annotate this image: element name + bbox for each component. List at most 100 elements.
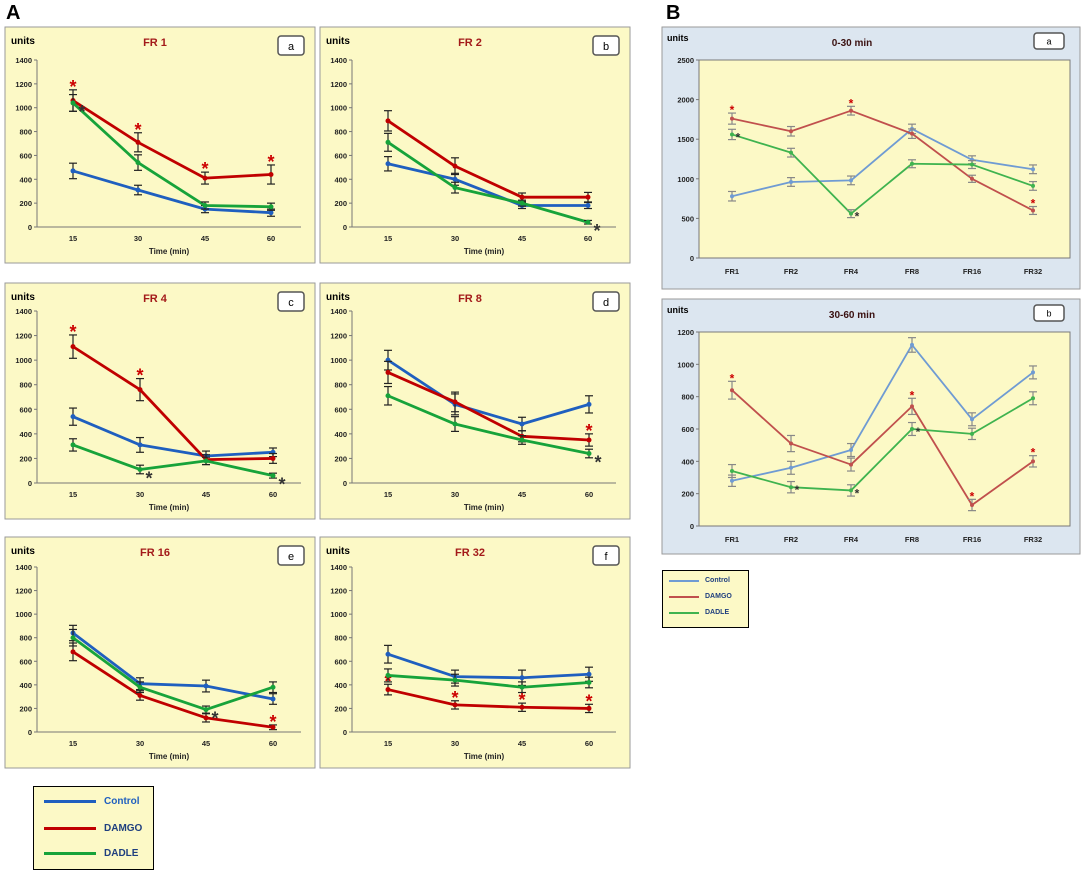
x-tick-label-e: 45: [202, 739, 210, 748]
x-tick-label-Ba: FR16: [963, 267, 981, 276]
y-tick-label-f: 1200: [330, 587, 347, 596]
data-point-damgo-Ba: [730, 116, 734, 121]
legend-a-swatch-damgo: [44, 827, 96, 830]
y-tick-label-b: 800: [334, 128, 347, 137]
x-tick-label-a: 15: [69, 234, 77, 243]
x-tick-label-Ba: FR4: [844, 267, 859, 276]
y-tick-label-Bb: 600: [681, 425, 694, 434]
significance-star-dadle-e: *: [211, 709, 218, 729]
data-point-control-e: [270, 696, 276, 702]
data-point-damgo-d: [385, 369, 391, 375]
y-tick-label-d: 1400: [330, 307, 347, 316]
y-tick-label-a: 1200: [15, 80, 32, 89]
panel-tag-box-e: [277, 545, 305, 566]
legend-b-label-dadle: DADLE: [705, 609, 730, 616]
y-tick-label-c: 1000: [15, 356, 32, 365]
panel-tag-d: d: [603, 297, 609, 309]
y-tick-label-c: 0: [28, 479, 32, 488]
chart-f: 0 200 400 600 800 1000 1200 1400 15 30 45 60 units Ti…: [319, 536, 631, 769]
y-tick-label-a: 0: [28, 223, 32, 232]
series-line-damgo-Bb: [731, 389, 1034, 506]
significance-star-damgo-f: *: [518, 690, 525, 710]
y-tick-label-Ba: 2500: [677, 56, 694, 65]
data-point-dadle-Ba: [1031, 183, 1035, 188]
legend-b-row-damgo: DAMGO: [669, 593, 732, 600]
data-point-dadle-f: [452, 677, 458, 683]
plot-area-c: [37, 311, 301, 483]
data-point-dadle-Bb: [849, 488, 853, 493]
series-line-dadle-Bb: [731, 397, 1034, 492]
data-point-control-Ba: [1031, 167, 1035, 172]
legend-b-swatch-damgo: [669, 595, 699, 598]
section-label-b: B: [666, 2, 681, 24]
significance-star-damgo-c: *: [136, 366, 143, 386]
series-line-dadle-c: [72, 443, 274, 477]
x-tick-label-c: 30: [136, 490, 144, 499]
chart-title-e: FR 16: [140, 547, 170, 559]
data-point-damgo-Bb: [910, 404, 914, 409]
legend-a-swatch-dadle: [44, 852, 96, 855]
x-tick-label-Bb: FR1: [725, 535, 739, 544]
y-axis-title-Ba: units: [667, 33, 689, 43]
y-tick-label-a: 600: [19, 151, 32, 160]
data-point-damgo-b: [452, 163, 458, 169]
data-point-dadle-b: [452, 185, 458, 191]
series-line-damgo-b: [387, 119, 588, 199]
y-tick-label-b: 1000: [330, 104, 347, 113]
x-tick-label-Ba: FR8: [905, 267, 919, 276]
data-point-damgo-c: [137, 387, 143, 393]
data-point-damgo-d: [452, 399, 458, 405]
x-tick-label-Ba: FR1: [725, 267, 739, 276]
y-tick-label-d: 1200: [330, 332, 347, 341]
legend-b: Control DAMGO DADLE: [662, 570, 749, 628]
legend-b-row-dadle: DADLE: [669, 609, 729, 616]
x-axis-title-b: Time (min): [464, 247, 505, 256]
y-tick-label-c: 200: [19, 454, 32, 463]
series-line-control-a: [72, 169, 272, 215]
section-label-a: A: [6, 2, 21, 24]
significance-star-damgo-Ba: *: [849, 96, 854, 110]
y-tick-label-a: 800: [19, 128, 32, 137]
chart-c: 0 200 400 600 800 1000 1200 1400 15 30 45 60 units Ti…: [4, 282, 316, 520]
y-tick-label-b: 200: [334, 199, 347, 208]
legend-b-label-damgo: DAMGO: [705, 593, 732, 600]
x-tick-label-c: 15: [69, 490, 77, 499]
y-tick-label-c: 1400: [15, 307, 32, 316]
panel-tag-box-d: [592, 291, 620, 312]
data-point-damgo-Ba: [1031, 208, 1035, 213]
x-tick-label-e: 15: [69, 739, 77, 748]
data-point-dadle-Ba: [910, 161, 914, 166]
data-point-damgo-a: [202, 175, 208, 181]
legend-b-row-control: Control: [669, 577, 730, 584]
y-tick-label-Bb: 1200: [677, 328, 694, 337]
data-point-dadle-c: [203, 458, 209, 464]
significance-star-damgo-Ba: *: [730, 103, 735, 117]
data-point-damgo-Ba: [849, 108, 853, 113]
series-line-control-Bb: [731, 344, 1034, 482]
significance-star-damgo-f: *: [585, 691, 592, 711]
y-tick-label-b: 400: [334, 175, 347, 184]
plot-area-f: [352, 567, 616, 732]
data-point-dadle-c: [137, 466, 143, 472]
data-point-damgo-Bb: [730, 388, 734, 393]
y-tick-label-d: 1000: [330, 356, 347, 365]
data-point-dadle-e: [203, 707, 209, 713]
data-point-damgo-e: [70, 649, 76, 655]
chart-e: 0 200 400 600 800 1000 1200 1400 15 30 45 60 units Ti…: [4, 536, 316, 769]
legend-a-label-control: Control: [104, 796, 140, 807]
x-tick-label-d: 45: [518, 490, 526, 499]
data-point-damgo-a: [268, 172, 274, 178]
chart-b: 0 200 400 600 800 1000 1200 1400 15 30 45 60 units Ti…: [319, 26, 631, 264]
y-tick-label-Ba: 1500: [677, 135, 694, 144]
significance-star-damgo-Bb: *: [910, 388, 915, 402]
data-point-dadle-a: [135, 160, 141, 166]
x-tick-label-d: 60: [585, 490, 593, 499]
series-line-damgo-a: [72, 99, 272, 180]
chart-title-d: FR 8: [458, 293, 482, 305]
y-axis-title-a: units: [11, 36, 35, 47]
significance-star-dadle-Bb: *: [795, 483, 800, 497]
x-tick-label-Bb: FR32: [1024, 535, 1042, 544]
data-point-control-b: [585, 203, 591, 209]
x-tick-label-f: 45: [518, 739, 526, 748]
x-tick-label-Bb: FR16: [963, 535, 981, 544]
